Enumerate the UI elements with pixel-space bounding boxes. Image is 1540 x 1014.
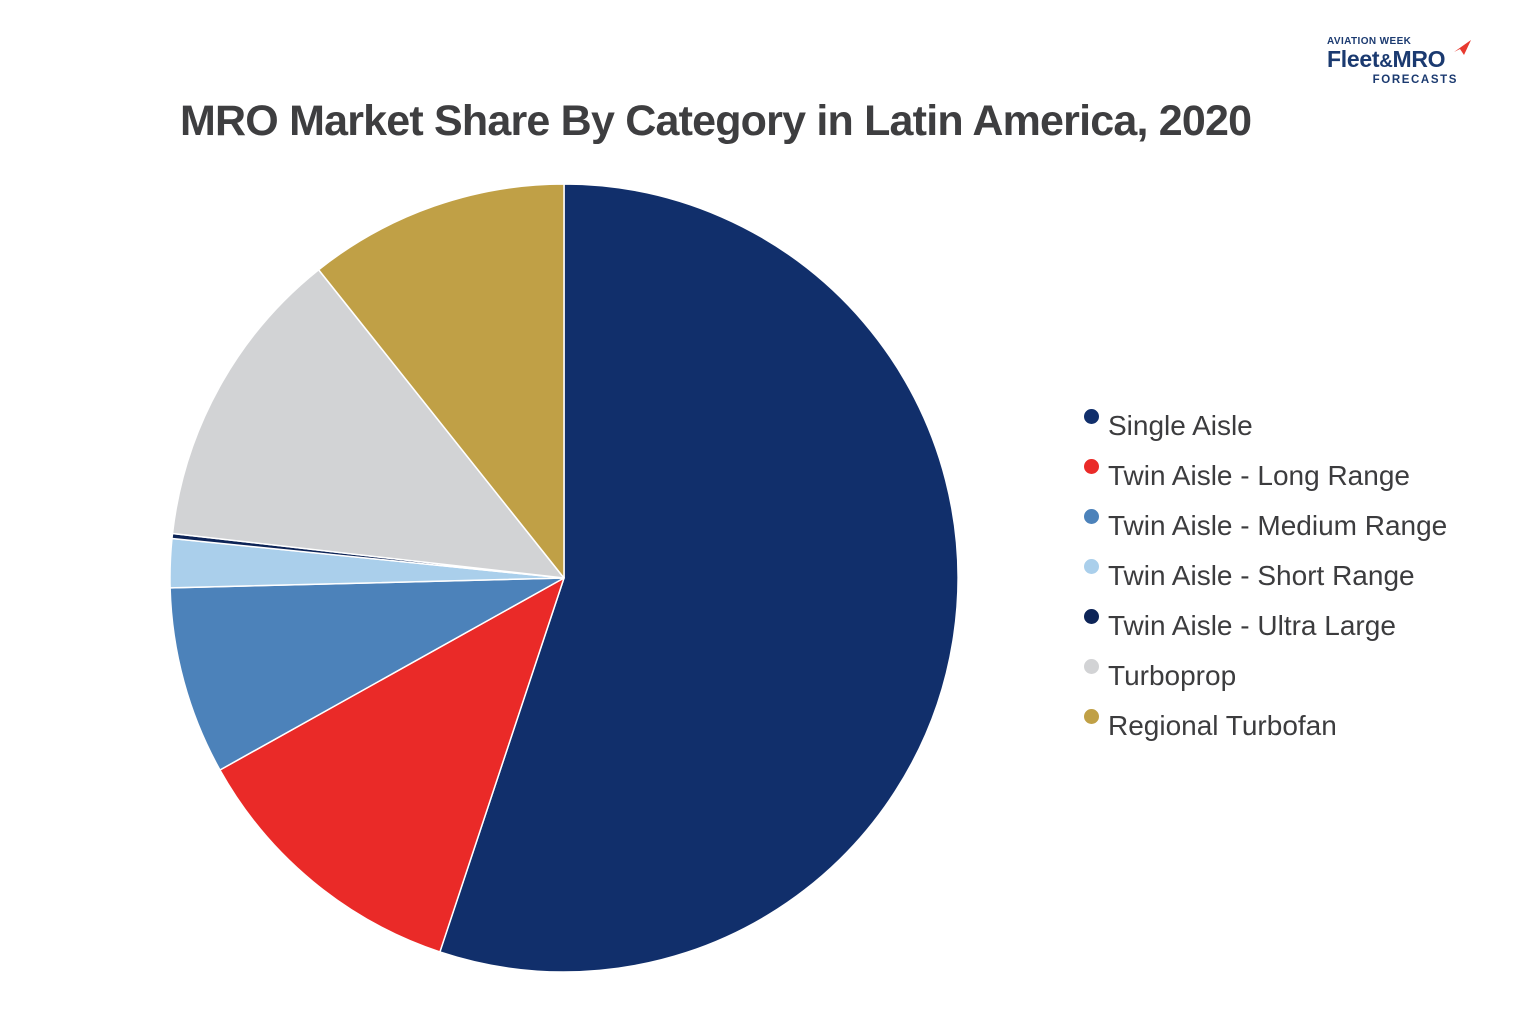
legend-item: Turboprop: [1084, 651, 1447, 701]
logo-forecasts-text: FORECASTS: [1372, 74, 1458, 86]
logo-aviation-week-text: AVIATION WEEK: [1327, 36, 1412, 47]
legend-label: Twin Aisle - Short Range: [1108, 560, 1415, 591]
legend-swatch-icon: [1084, 559, 1099, 574]
pie-chart-canvas: [169, 183, 959, 973]
logo-mro: MRO: [1392, 46, 1446, 72]
legend-item: Twin Aisle - Short Range: [1084, 551, 1447, 601]
pie-slice-twin-aisle-long-range: [219, 577, 565, 953]
logo-fleet-mro-text: Fleet&MRO: [1327, 40, 1471, 73]
pie-slice-regional-turbofan: [317, 183, 565, 579]
legend-item: Twin Aisle - Ultra Large: [1084, 601, 1447, 651]
pie-slice-twin-aisle-medium-range: [169, 577, 565, 771]
logo-arrow-icon: [1454, 40, 1471, 55]
legend-label: Twin Aisle - Long Range: [1108, 460, 1410, 491]
legend-item: Twin Aisle - Long Range: [1084, 451, 1447, 501]
legend-label: Turboprop: [1108, 660, 1237, 691]
legend-label: Twin Aisle - Ultra Large: [1108, 610, 1396, 641]
legend-label: Regional Turbofan: [1108, 710, 1337, 741]
legend-item: Regional Turbofan: [1084, 701, 1447, 751]
chart-title: MRO Market Share By Category in Latin Am…: [180, 97, 1252, 145]
brand-logo: AVIATION WEEK Fleet&MRO FORECASTS: [1327, 36, 1471, 87]
legend: Single Aisle Twin Aisle - Long Range Twin …: [1084, 401, 1447, 751]
legend-item: Single Aisle: [1084, 401, 1447, 451]
legend-item: Twin Aisle - Medium Range: [1084, 501, 1447, 551]
logo-ampersand: &: [1379, 50, 1393, 71]
legend-swatch-icon: [1084, 509, 1099, 524]
legend-label: Twin Aisle - Medium Range: [1108, 510, 1448, 541]
pie-slice-single-aisle: [439, 183, 959, 973]
legend-label: Single Aisle: [1108, 410, 1253, 441]
legend-swatch-icon: [1084, 409, 1099, 424]
pie-slice-turboprop: [171, 268, 565, 579]
legend-swatch-icon: [1084, 709, 1099, 724]
legend-swatch-icon: [1084, 659, 1099, 674]
logo-fleet: Fleet: [1327, 46, 1380, 72]
legend-swatch-icon: [1084, 609, 1099, 624]
legend-swatch-icon: [1084, 459, 1099, 474]
pie-chart: [164, 178, 964, 978]
